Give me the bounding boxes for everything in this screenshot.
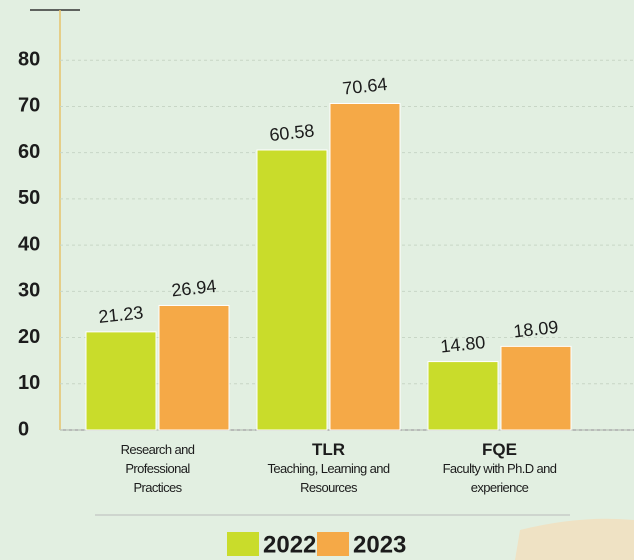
decor — [515, 519, 634, 560]
x-tick-label: FQE Faculty with Ph.D and experience — [420, 440, 580, 497]
bar — [159, 305, 229, 430]
y-tick-label: 10 — [18, 372, 40, 394]
y-tick-label: 0 — [18, 418, 29, 440]
bar — [86, 332, 156, 430]
category-code: FQE — [420, 440, 580, 459]
page: 0 10 20 30 40 50 60 70 80 21.23 26.94 60.58 70.64 14.… — [0, 0, 634, 560]
bar — [428, 362, 498, 430]
value-label: 26.94 — [170, 276, 217, 301]
legend-swatch — [317, 532, 349, 556]
value-label: 14.80 — [439, 332, 486, 357]
legend-swatch — [227, 532, 259, 556]
y-tick-label: 50 — [18, 187, 40, 209]
value-label: 70.64 — [341, 74, 388, 99]
legend-label: 2023 — [353, 531, 406, 558]
category-subtitle: Teaching, Learning and Resources — [268, 461, 390, 495]
category-name: Research and Professional Practices — [121, 442, 195, 495]
x-tick-label: Research and Professional Practices — [103, 440, 213, 497]
y-tick-label: 30 — [18, 280, 40, 302]
bar — [257, 150, 327, 430]
x-tick-label: TLR Teaching, Learning and Resources — [249, 440, 409, 497]
bar — [330, 103, 400, 430]
legend-label: 2022 — [263, 531, 316, 558]
value-label: 21.23 — [97, 302, 144, 327]
category-subtitle: Faculty with Ph.D and experience — [443, 461, 557, 495]
bar — [501, 346, 571, 430]
y-tick-label: 60 — [18, 141, 40, 163]
y-tick-label: 70 — [18, 95, 40, 117]
value-label: 60.58 — [268, 120, 315, 145]
y-tick-label: 40 — [18, 233, 40, 255]
category-code: TLR — [249, 440, 409, 459]
y-tick-label: 80 — [18, 49, 40, 71]
y-tick-label: 20 — [18, 326, 40, 348]
